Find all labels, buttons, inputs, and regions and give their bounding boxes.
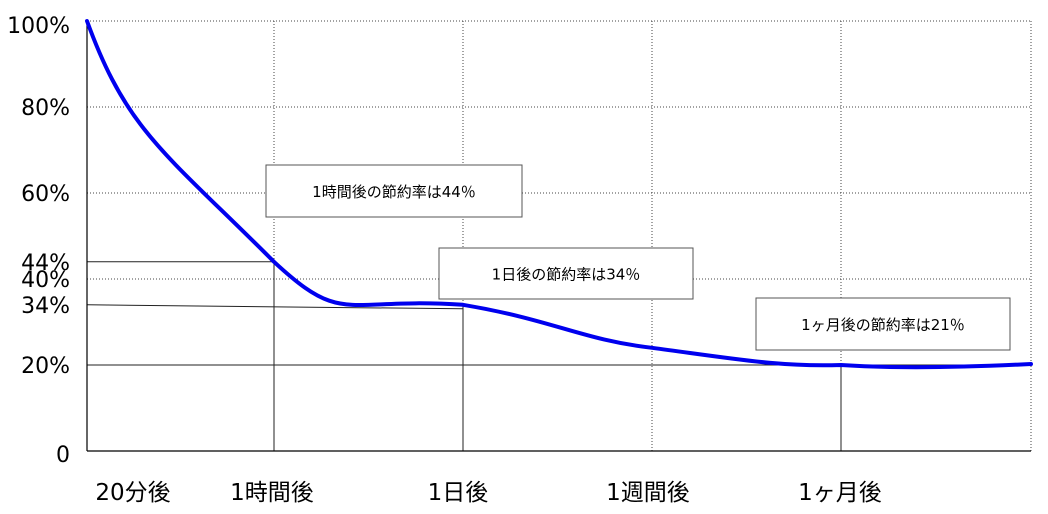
annotation-2: 1ヶ月後の節約率は21％ bbox=[755, 297, 1011, 351]
y-tick-label: 60% bbox=[21, 182, 70, 207]
y-tick-label: 20% bbox=[21, 354, 70, 379]
y-tick-label: 100% bbox=[7, 14, 70, 39]
x-tick-label: 1日後 bbox=[428, 480, 489, 506]
y-tick-label: 40% bbox=[21, 268, 70, 293]
annotation-0: 1時間後の節約率は44％ bbox=[265, 164, 523, 218]
y-tick-label: 80% bbox=[21, 96, 70, 121]
y-tick-label: 44% bbox=[21, 251, 70, 276]
annotation-1: 1日後の節約率は34％ bbox=[438, 247, 694, 300]
series-line bbox=[85, 19, 1033, 370]
y-tick-labels: 0 20% 34%40%44% 60% 80% 100% bbox=[7, 14, 70, 468]
x-tick-label: 1時間後 bbox=[230, 480, 314, 506]
annotation-box bbox=[755, 297, 1011, 351]
x-tick-label: 1ヶ月後 bbox=[798, 480, 882, 506]
grid-layer bbox=[87, 20, 1032, 451]
x-tick-label: 20分後 bbox=[95, 480, 170, 506]
y-tick-label: 34% bbox=[21, 294, 70, 319]
annotation-box bbox=[438, 247, 694, 300]
annotation-text: 1時間後の節約率は44％ bbox=[312, 183, 476, 201]
series-layer bbox=[85, 19, 1033, 370]
x-tick-labels: 20分後 1時間後 1日後 1週間後 1ヶ月後 bbox=[95, 480, 881, 506]
annotation-text: 1日後の節約率は34％ bbox=[492, 266, 641, 284]
annotation-box bbox=[265, 164, 523, 218]
annotation-text: 1ヶ月後の節約率は21％ bbox=[801, 316, 965, 334]
guide-h-1 bbox=[86, 304, 464, 310]
axes bbox=[86, 21, 1031, 452]
annotations: 1時間後の節約率は44％ 1日後の節約率は34％ 1ヶ月後の節約率は21％ bbox=[265, 164, 1011, 351]
y-tick-label: 0 bbox=[56, 443, 70, 468]
x-tick-label: 1週間後 bbox=[606, 480, 690, 506]
